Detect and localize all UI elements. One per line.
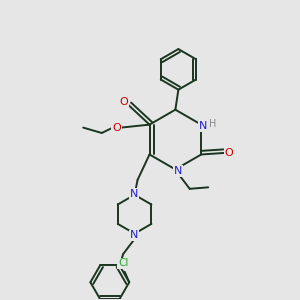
Text: N: N: [130, 189, 138, 199]
Text: N: N: [199, 121, 207, 131]
Text: H: H: [209, 119, 216, 129]
Text: O: O: [225, 148, 233, 158]
Text: N: N: [174, 166, 182, 176]
Text: O: O: [112, 123, 121, 133]
Text: O: O: [119, 97, 128, 107]
Text: N: N: [130, 230, 138, 240]
Text: Cl: Cl: [118, 259, 128, 269]
